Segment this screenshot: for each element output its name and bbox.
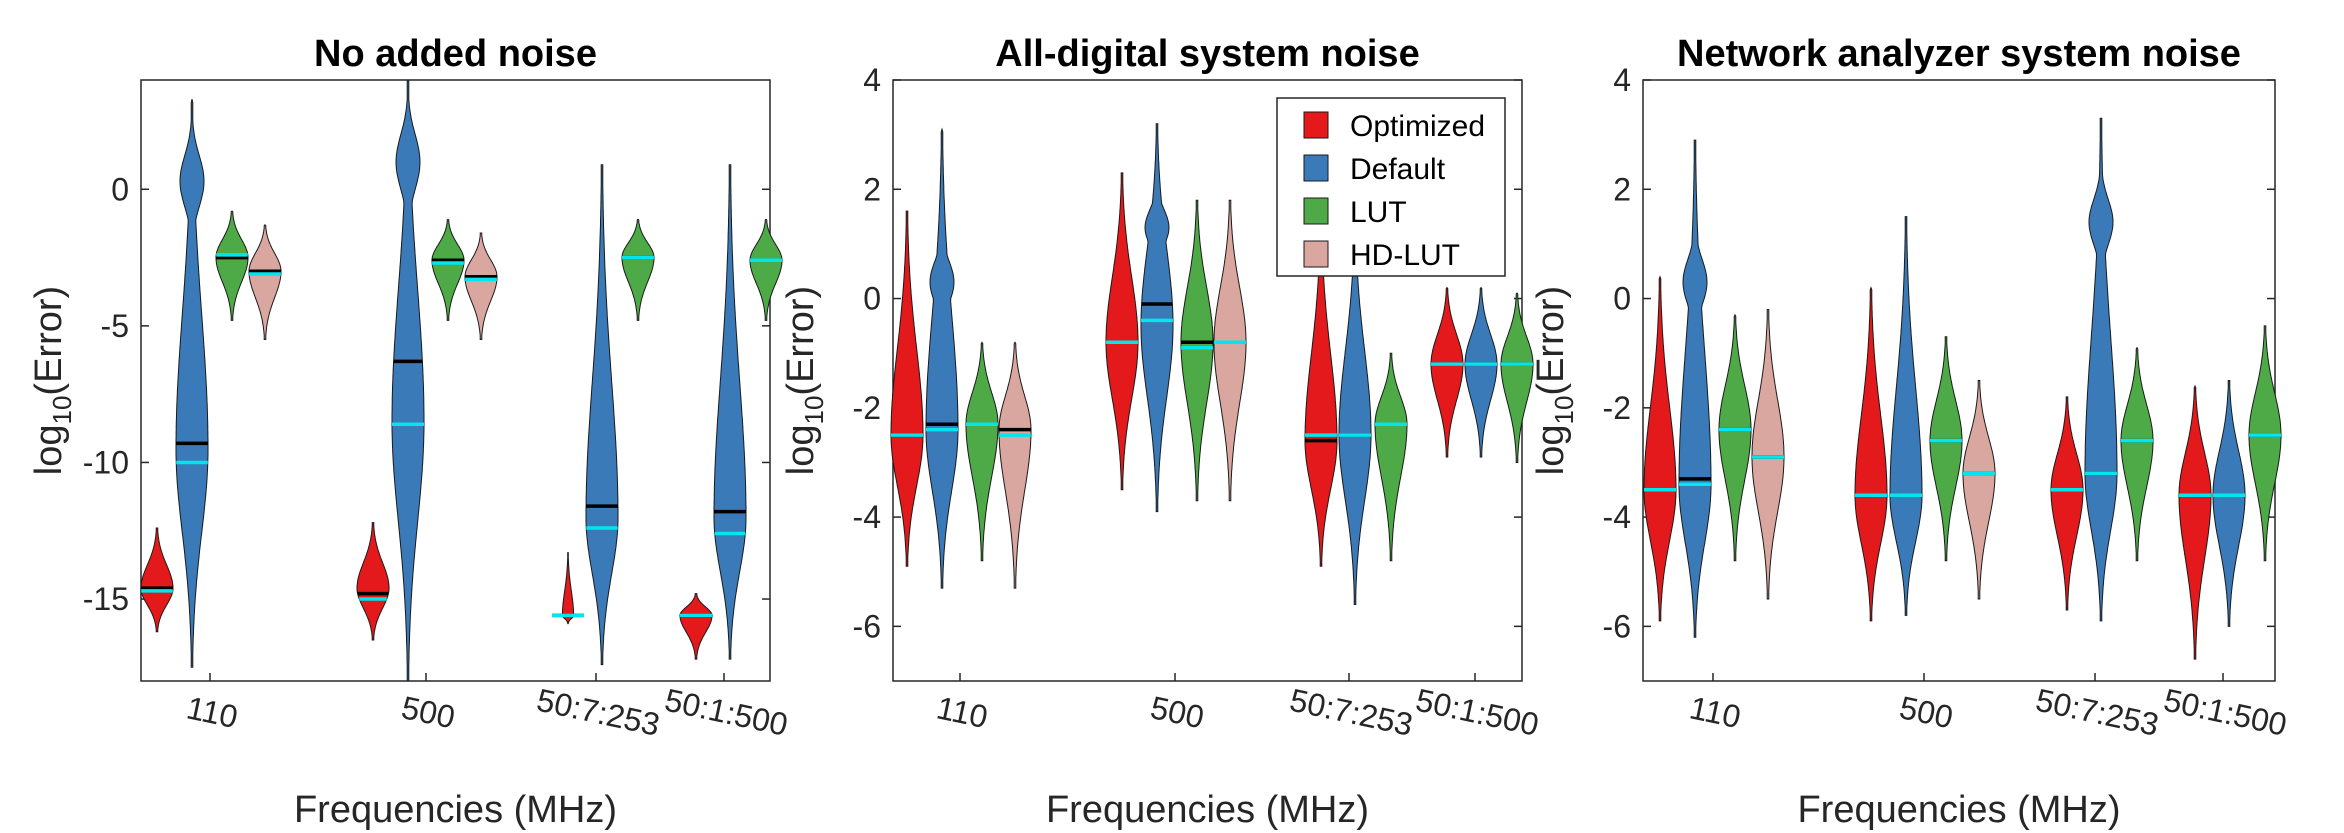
violin-hd-lut-2 bbox=[464, 232, 498, 340]
violin-default-4 bbox=[1464, 286, 1498, 458]
violin-lut-4 bbox=[1500, 292, 1534, 463]
violin-hd-lut-2 bbox=[1213, 199, 1247, 502]
violin-optimized-4 bbox=[1430, 286, 1464, 458]
x-tick-label: 50:7:253 bbox=[2033, 682, 2162, 743]
violin-hd-lut-2 bbox=[1962, 380, 1996, 600]
violin-lut-2 bbox=[1929, 336, 1963, 562]
x-axis-label: Frequencies (MHz) bbox=[1797, 789, 2120, 831]
y-tick-label: 0 bbox=[1613, 281, 1631, 317]
y-tick-label: 0 bbox=[111, 171, 129, 207]
y-tick-label: -6 bbox=[853, 608, 881, 644]
y-tick-label: 2 bbox=[863, 171, 881, 207]
legend-swatch-lut bbox=[1303, 197, 1329, 225]
x-tick-label: 50:7:253 bbox=[534, 682, 663, 743]
y-tick-label: -4 bbox=[1603, 499, 1631, 535]
violin-lut-2 bbox=[1180, 199, 1214, 502]
y-tick-label: -5 bbox=[101, 308, 129, 344]
x-tick-label: 110 bbox=[1687, 689, 1744, 735]
violin-hd-lut-1 bbox=[1751, 309, 1785, 600]
violin-hd-lut-1 bbox=[998, 341, 1032, 589]
legend-entry-hd-lut: HD-LUT bbox=[1350, 239, 1460, 272]
violin-optimized-4 bbox=[2178, 384, 2212, 660]
x-tick-label: 500 bbox=[1896, 689, 1956, 735]
violin-optimized-4 bbox=[679, 593, 713, 660]
chart-title: Network analyzer system noise bbox=[1677, 33, 2241, 75]
violin-lut-3 bbox=[621, 218, 655, 321]
violin-lut-2 bbox=[431, 218, 465, 321]
legend: Optimized Default LUT HD-LUT bbox=[1276, 97, 1506, 277]
axes-box bbox=[1642, 79, 2276, 682]
violin-lut-3 bbox=[2120, 346, 2154, 562]
y-tick-label: 0 bbox=[863, 281, 881, 317]
y-axis-label: log10(Error) bbox=[1530, 286, 1579, 475]
violin-default-1 bbox=[925, 127, 959, 589]
violin-lut-1 bbox=[215, 210, 249, 321]
violin-optimized-1 bbox=[1643, 275, 1677, 622]
violin-optimized-3 bbox=[2050, 396, 2084, 611]
legend-entry-default: Default bbox=[1350, 153, 1446, 186]
x-tick-label: 50:1:500 bbox=[662, 682, 791, 743]
legend-swatch-optimized bbox=[1303, 111, 1329, 139]
y-tick-label: 2 bbox=[1613, 171, 1631, 207]
y-tick-label: -15 bbox=[83, 581, 129, 617]
x-axis-label: Frequencies (MHz) bbox=[294, 789, 617, 831]
x-axis-label: Frequencies (MHz) bbox=[1046, 789, 1369, 831]
chart-title: All-digital system noise bbox=[995, 33, 1419, 75]
x-tick-label: 50:1:500 bbox=[1413, 682, 1542, 743]
violin-optimized-3 bbox=[561, 552, 575, 625]
y-tick-label: -10 bbox=[83, 444, 129, 480]
y-tick-label: -2 bbox=[853, 390, 881, 426]
y-tick-label: 4 bbox=[863, 62, 881, 98]
legend-entry-lut: LUT bbox=[1350, 196, 1407, 229]
violin-lut-4 bbox=[2248, 325, 2282, 562]
violin-default-4 bbox=[2212, 380, 2246, 627]
x-tick-label: 110 bbox=[934, 689, 991, 735]
violin-hd-lut-1 bbox=[248, 224, 282, 340]
y-axis-label: log10(Error) bbox=[28, 286, 77, 475]
violin-optimized-1 bbox=[140, 527, 174, 633]
y-tick-label: 4 bbox=[1613, 62, 1631, 98]
violin-default-4 bbox=[713, 164, 747, 660]
x-tick-label: 500 bbox=[398, 689, 458, 735]
x-tick-label: 50:1:500 bbox=[2161, 682, 2290, 743]
violin-lut-1 bbox=[965, 341, 999, 562]
violin-lut-3 bbox=[1374, 352, 1408, 562]
violin-lut-1 bbox=[1718, 313, 1752, 562]
legend-swatch-default bbox=[1303, 154, 1329, 182]
y-tick-label: -4 bbox=[853, 499, 881, 535]
x-tick-label: 50:7:253 bbox=[1287, 682, 1416, 743]
violin-default-3 bbox=[2084, 117, 2118, 622]
violin-optimized-2 bbox=[1854, 286, 1888, 622]
chart-title: No added noise bbox=[314, 33, 597, 75]
axes-box bbox=[140, 79, 771, 682]
violin-default-2 bbox=[1889, 216, 1923, 616]
violin-lut-4 bbox=[749, 218, 783, 321]
y-tick-label: -6 bbox=[1603, 608, 1631, 644]
y-tick-label: -2 bbox=[1603, 390, 1631, 426]
violin-default-2 bbox=[1140, 123, 1174, 513]
legend-swatch-hd-lut bbox=[1303, 240, 1329, 268]
violin-default-1 bbox=[175, 98, 209, 668]
x-tick-label: 110 bbox=[184, 689, 241, 735]
violin-optimized-2 bbox=[1105, 172, 1139, 491]
legend-entry-optimized: Optimized bbox=[1350, 110, 1485, 143]
violin-default-1 bbox=[1678, 139, 1712, 638]
violin-optimized-1 bbox=[890, 210, 924, 567]
violin-default-3 bbox=[585, 164, 619, 666]
y-axis-label: log10(Error) bbox=[780, 286, 829, 475]
violin-default-2 bbox=[391, 79, 425, 682]
x-tick-label: 500 bbox=[1147, 689, 1207, 735]
